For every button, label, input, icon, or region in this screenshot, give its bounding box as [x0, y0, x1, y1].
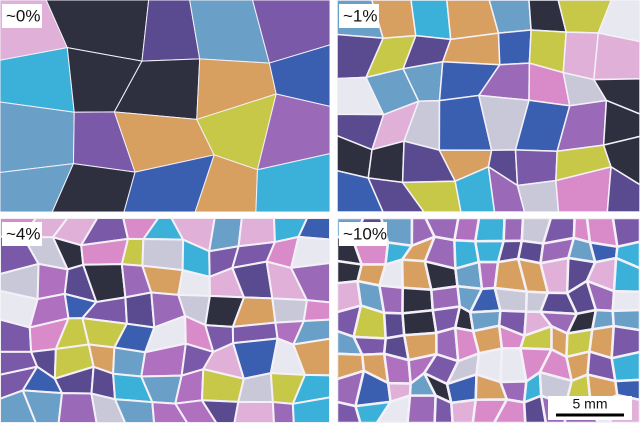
- grain: [0, 101, 75, 173]
- grain: [555, 166, 612, 212]
- grain: [0, 163, 74, 212]
- grain: [51, 163, 136, 212]
- grain: [602, 135, 640, 186]
- grain: [522, 394, 548, 423]
- micrograph-panel: [337, 218, 640, 423]
- grain: [492, 398, 527, 423]
- grain: [290, 261, 330, 304]
- grain: [255, 153, 330, 212]
- grain: [375, 394, 412, 423]
- micrograph-panel: [0, 218, 330, 423]
- grain: [291, 396, 330, 423]
- grain: [401, 180, 462, 212]
- grain: [252, 0, 330, 64]
- grain: [112, 346, 147, 378]
- grain: [610, 324, 640, 360]
- grain: [502, 218, 525, 243]
- grain: [194, 154, 258, 212]
- grain: [292, 318, 330, 346]
- grain: [174, 399, 218, 423]
- grain: [606, 166, 640, 212]
- grain: [0, 389, 37, 423]
- grain: [297, 218, 330, 241]
- grain: [151, 401, 189, 423]
- grain: [378, 284, 404, 315]
- grain: [493, 286, 529, 313]
- micrograph-panel: [0, 0, 330, 212]
- panel-label: ~0%: [6, 6, 41, 25]
- grain: [271, 401, 295, 423]
- grain: [354, 400, 392, 423]
- grain: [123, 154, 215, 212]
- scale-bar-label: 5 mm: [573, 396, 608, 412]
- label-box: [2, 222, 42, 246]
- grain: [611, 289, 640, 313]
- label-box: [2, 4, 42, 28]
- grain: [271, 297, 308, 324]
- grain: [562, 31, 600, 81]
- grain: [256, 93, 330, 171]
- grain: [487, 166, 526, 212]
- labels: ~0% ~1% ~4% ~10%: [2, 4, 387, 246]
- grain: [21, 389, 64, 423]
- grain: [593, 32, 640, 81]
- grain: [401, 308, 438, 337]
- grain: [406, 394, 437, 423]
- grain: [433, 394, 454, 423]
- label-box: [339, 222, 387, 246]
- label-box: [339, 4, 379, 28]
- panel-label: ~10%: [343, 224, 387, 243]
- grain: [290, 235, 330, 269]
- micrograph-panel: [337, 0, 640, 212]
- grain: [291, 373, 330, 405]
- grain: [450, 398, 477, 423]
- grain: [454, 166, 496, 212]
- grain: [612, 256, 640, 294]
- grain: [593, 78, 640, 115]
- grain: [602, 99, 640, 146]
- grain: [610, 350, 640, 383]
- grain: [497, 29, 532, 66]
- grain: [114, 398, 156, 423]
- grain: [268, 44, 330, 107]
- grain: [200, 399, 240, 423]
- grain: [611, 218, 640, 249]
- grain: [410, 0, 452, 41]
- grain: [337, 170, 384, 212]
- grain: [233, 400, 275, 423]
- grain: [90, 392, 127, 423]
- panel-label: ~1%: [343, 6, 378, 25]
- grain: [514, 149, 558, 187]
- grain: [124, 291, 156, 329]
- grain: [597, 0, 640, 43]
- grain: [614, 240, 640, 270]
- grain: [367, 177, 425, 212]
- grain: [516, 179, 560, 212]
- grain: [57, 392, 98, 423]
- grain: [474, 218, 506, 243]
- panel-label: ~4%: [6, 224, 41, 243]
- grain: [302, 299, 330, 323]
- grain: [292, 337, 330, 377]
- grain: [471, 398, 509, 423]
- grain: [611, 308, 640, 332]
- scale-bar: 5 mm: [548, 396, 632, 420]
